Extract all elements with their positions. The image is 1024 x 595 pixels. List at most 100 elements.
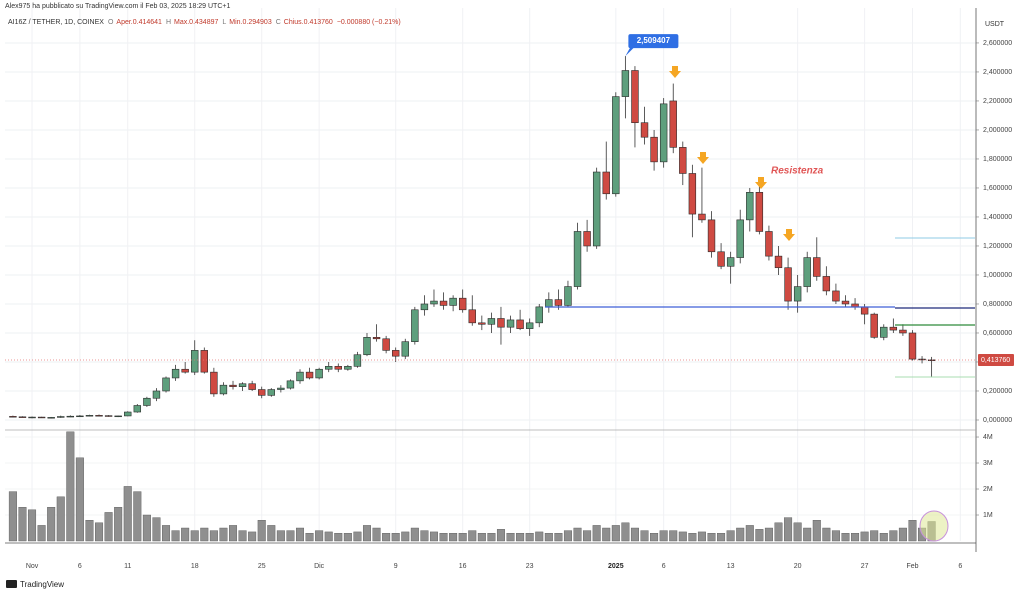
candle-body [602,171,610,195]
volume-bar [142,514,151,542]
volume-bar [678,531,687,542]
x-tick-label: 6 [78,563,82,570]
high-text: Max.0.434897 [174,19,218,26]
volume-bar [602,527,611,542]
volume-bar [439,533,448,542]
last-price-label: 0,413760 [981,357,1010,364]
volume-bar [209,530,218,542]
x-tick-label: 11 [124,563,131,570]
candle-body [37,416,46,419]
candle-body [525,322,534,329]
candle-body [277,387,285,390]
volume-bar [544,533,553,542]
volume-bar [276,530,285,542]
y-tick-label: 0,000000 [983,417,1012,424]
candle-body [124,411,132,417]
candle-body [813,257,821,277]
candle-body [755,192,764,232]
open-key: O [108,19,114,26]
x-tick-label: 6 [958,563,962,570]
x-tick-label: Feb [906,563,918,570]
volume-bar [736,527,745,542]
brand-logo [6,580,17,588]
candle-body [487,318,496,325]
volume-bar [229,525,238,542]
x-tick-label: 27 [861,563,869,570]
volume-bar [525,533,534,542]
y-tick-label: 2,200000 [983,98,1012,105]
x-tick-label: 13 [727,563,735,570]
candle-body [497,318,505,328]
candle-body [210,371,218,395]
candle-body [784,267,792,302]
volume-bar [315,530,324,542]
candle-body [143,397,151,406]
candle-body [353,354,362,367]
candle-body [391,350,400,357]
volume-bar [114,507,123,542]
candle-body [478,322,486,325]
candle-body [267,389,275,396]
volume-bar [362,525,371,542]
volume-bar [104,512,113,542]
candle-body [229,384,237,387]
candle-body [420,303,429,311]
volume-bar [477,533,486,542]
volume-bar [429,531,438,542]
candle-body [698,213,706,221]
candle-body [545,299,553,308]
volume-bar [133,491,142,542]
candle-body [908,332,917,360]
volume-bar [162,525,171,542]
candle-body [219,384,228,395]
candle-body [516,319,524,329]
volume-bar [334,533,343,542]
volume-bar [449,533,458,542]
volume-bar [171,530,180,542]
volume-bar [190,530,199,542]
volume-bar [382,533,391,542]
candle-body [439,300,448,306]
volume-bar [401,531,410,542]
y-tick-label: 0,600000 [983,330,1012,337]
volume-bar [496,529,505,542]
volume-bar [851,533,860,542]
volume-bar [47,507,56,542]
candle-body [9,416,17,418]
volume-bar [343,533,352,542]
volume-bar [630,527,639,542]
candle-body [535,306,543,324]
candle-body [650,136,658,163]
candle-body [583,231,591,247]
volume-bar [669,530,678,542]
x-tick-label: 25 [258,563,266,570]
volume-bar [889,530,898,542]
symbol: AI16Z / TETHER, 1D, COINEX [8,19,104,26]
volume-bar [420,530,429,542]
y-tick-label: 0,200000 [983,388,1012,395]
volume-highlight [919,510,949,542]
candle-body [870,313,878,338]
y-tick-label: 1,400000 [983,214,1012,221]
close-text: Chius.0.413760 [284,19,333,26]
candle-body [793,286,802,302]
candle-body [401,341,409,357]
candle-body [18,416,27,418]
volume-bar [554,533,563,542]
volume-bar [707,533,716,542]
candle-body [104,415,113,417]
volume-bar [219,527,228,542]
candle-body [688,173,697,215]
x-tick-label: 20 [794,563,802,570]
candle-body [363,337,371,356]
volume-bar [353,531,362,542]
volume-bar [458,533,467,542]
volume-bar [640,530,649,542]
volume-tick-label: 3M [983,460,993,467]
candle-body [372,337,381,340]
volume-bar [784,517,793,542]
volume-bar [898,527,907,542]
volume-bar [305,533,314,542]
y-tick-label: 1,600000 [983,185,1012,192]
